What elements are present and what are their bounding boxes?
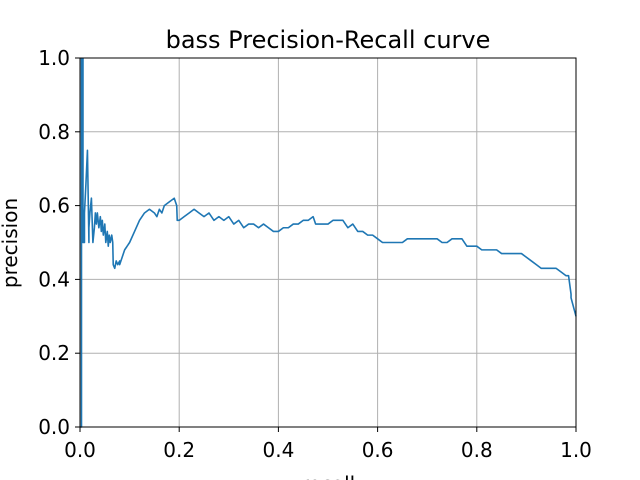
chart-title: bass Precision-Recall curve [166, 26, 491, 54]
x-axis-label: recall [301, 472, 355, 480]
y-tick-label: 0.6 [38, 194, 70, 218]
line-layer [80, 58, 577, 428]
x-tick-label: 0.8 [461, 438, 493, 462]
x-tick-label: 0.0 [64, 438, 96, 462]
y-axis-label: precision [0, 198, 22, 288]
y-tick-label: 1.0 [38, 46, 70, 70]
y-tick-label: 0.4 [38, 267, 70, 291]
plot-frame [79, 57, 577, 428]
y-tick-label: 0.0 [38, 415, 70, 439]
pr-curve-line-0 [80, 58, 577, 428]
y-tick-label: 0.8 [38, 120, 70, 144]
x-tick-label: 0.6 [362, 438, 394, 462]
y-tick-label: 0.2 [38, 341, 70, 365]
x-tick-label: 1.0 [560, 438, 592, 462]
x-tick-label: 0.2 [163, 438, 195, 462]
axis-ticks: 0.0 0.2 0.4 0.6 0.8 1.0 0.0 0.2 0.4 0.6 0.8 1.0 [38, 46, 592, 462]
x-tick-label: 0.4 [262, 438, 294, 462]
